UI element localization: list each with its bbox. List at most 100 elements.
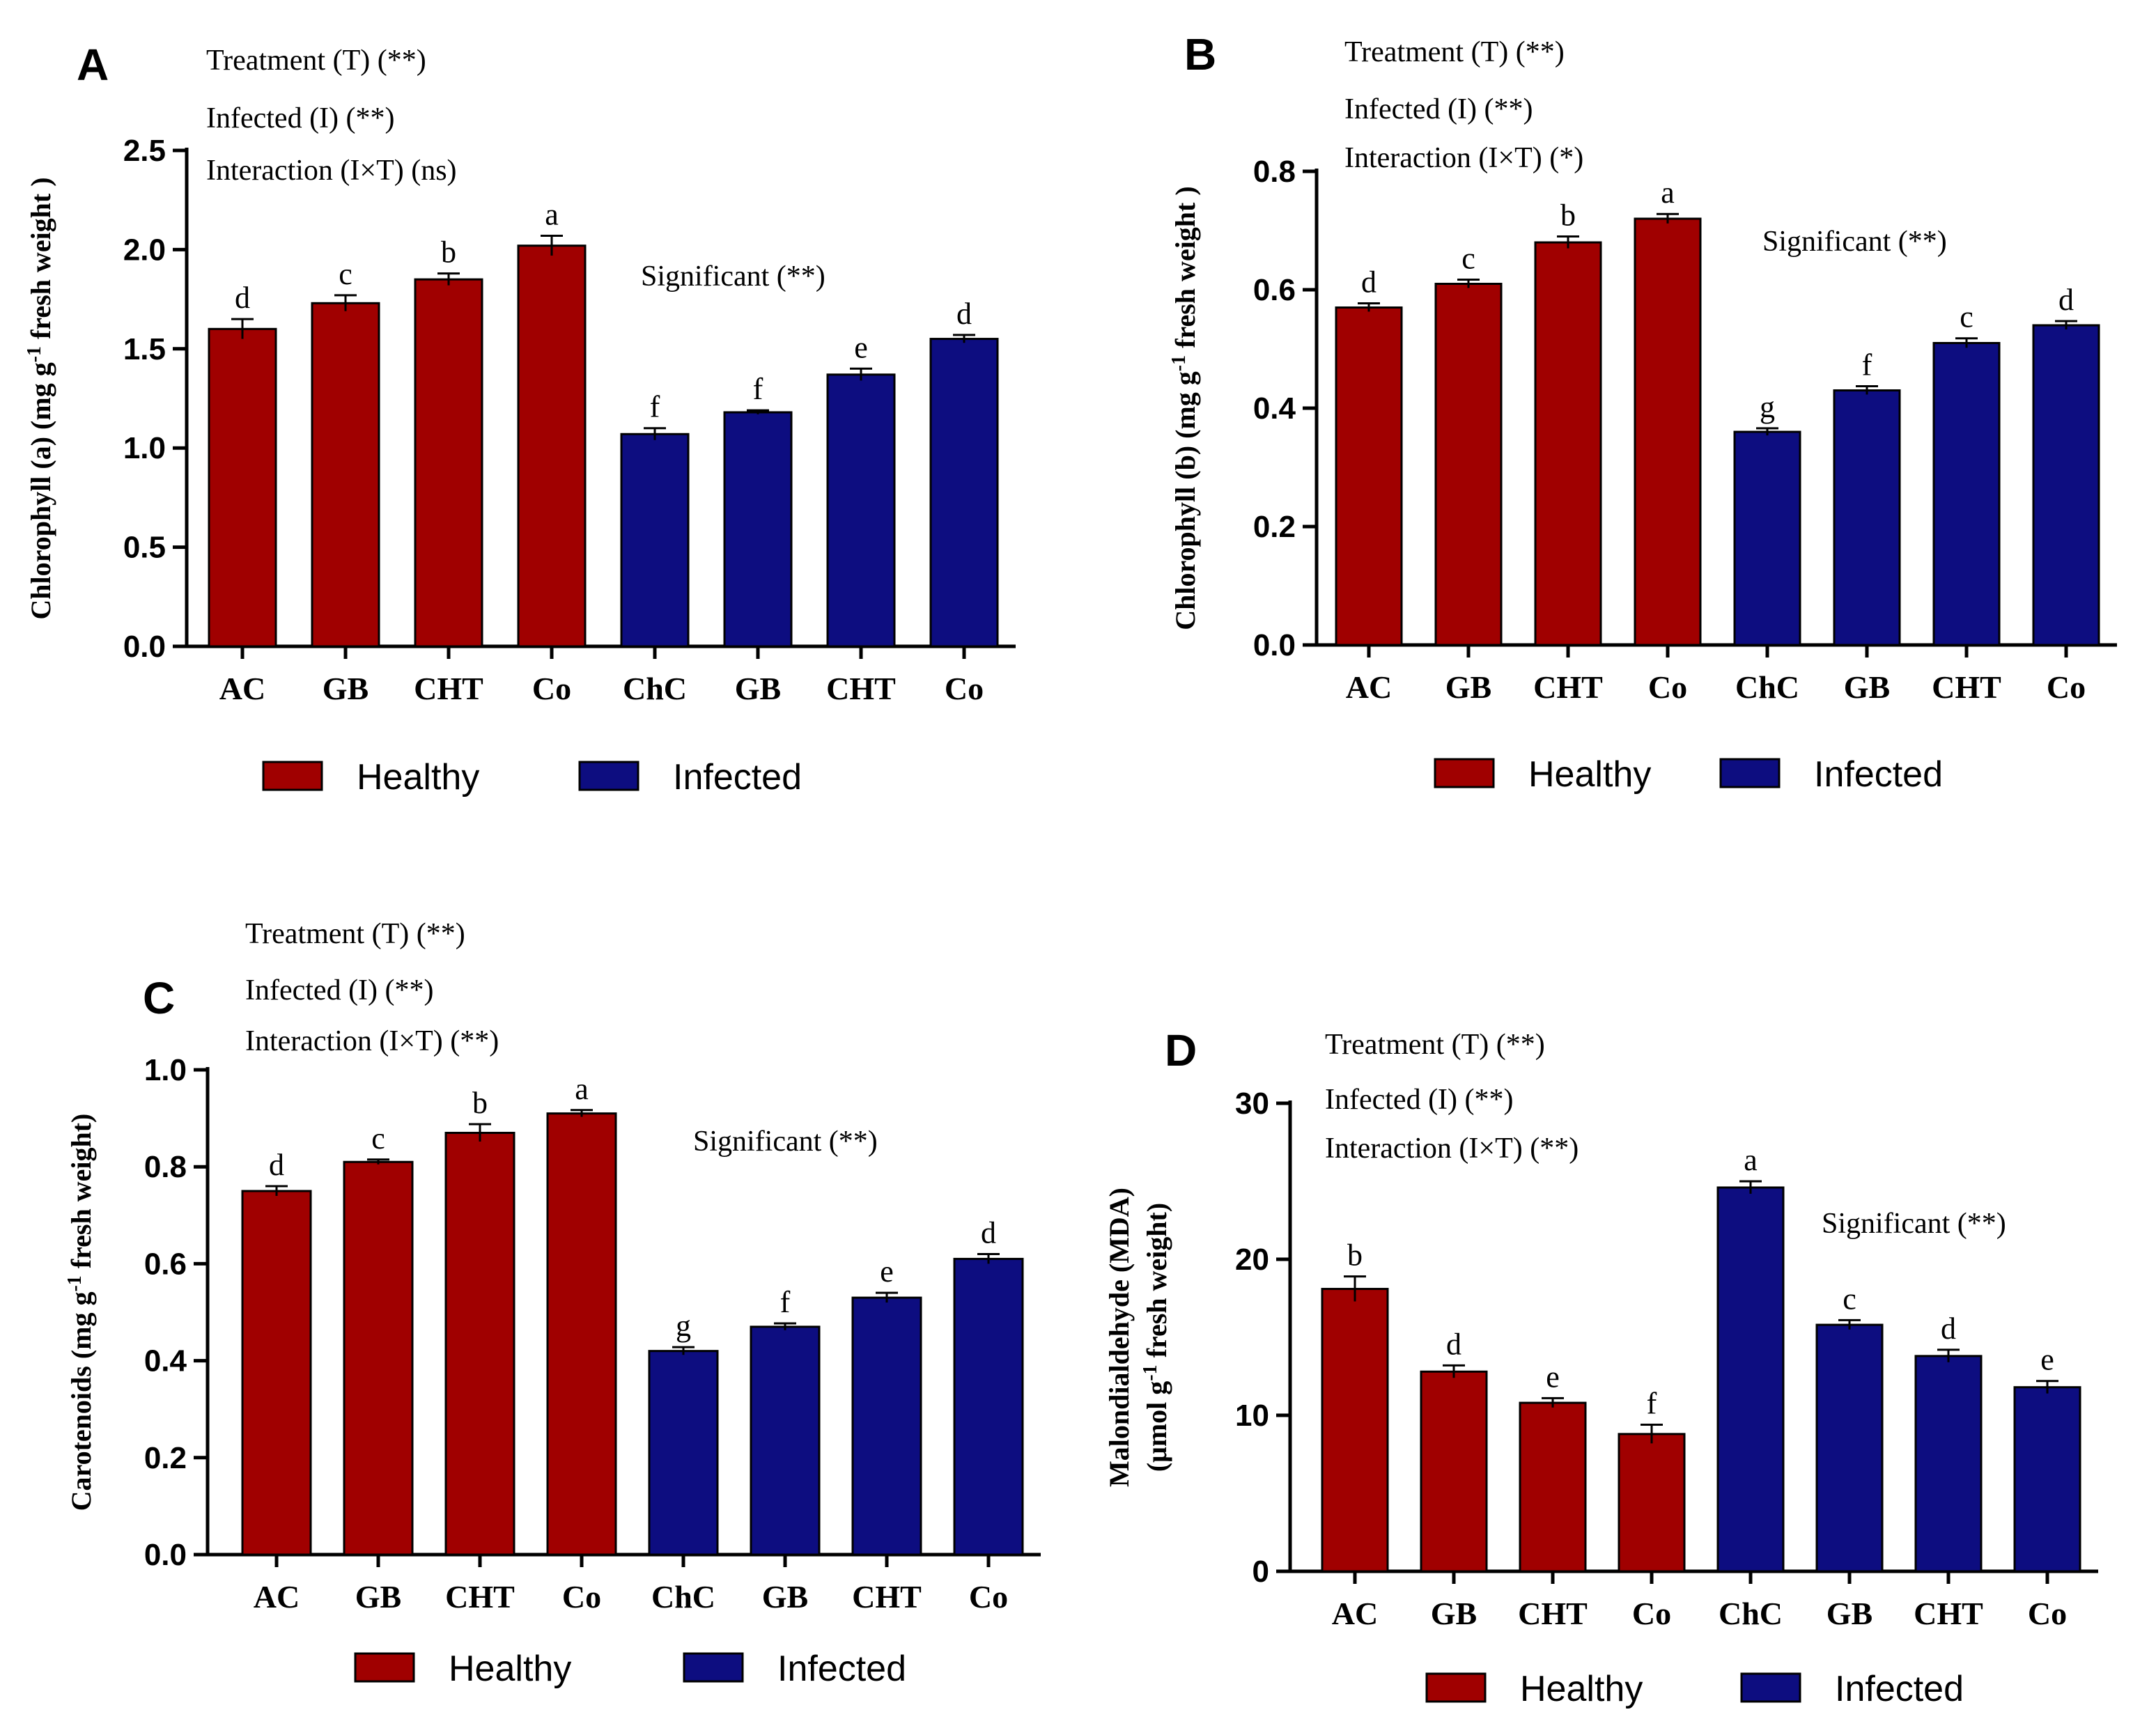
bar-infected[interactable] [1914, 1355, 1983, 1573]
significance-letter: b [1347, 1238, 1363, 1273]
y-axis-title-main: Chlorophyll (b) (mg g [1170, 371, 1201, 630]
y-tick-label: 0.0 [1253, 628, 1296, 662]
bar-infected[interactable] [929, 338, 999, 648]
bar-infected[interactable] [620, 433, 690, 648]
significance-letter: b [472, 1086, 488, 1120]
y-tick-label: 0.6 [1253, 273, 1296, 307]
bar-infected[interactable] [1932, 342, 2001, 646]
y-tick-label: 0.8 [1253, 155, 1296, 189]
y-tick-label: 10 [1235, 1399, 1269, 1433]
legend-label-healthy: Healthy [449, 1649, 571, 1689]
y-axis-title-rest: fresh weight) [1141, 1203, 1172, 1365]
significance-letter: d [2058, 283, 2074, 317]
bar-healthy[interactable] [1434, 283, 1503, 646]
stat-annotation: Treatment (T) (**) [1344, 36, 1565, 68]
panel-letter: A [77, 40, 109, 90]
bar-healthy[interactable] [1321, 1288, 1389, 1573]
x-tick-label: GB [323, 671, 369, 706]
x-tick-label: Co [2047, 669, 2086, 705]
significance-letter: f [650, 390, 660, 424]
stat-annotation: Infected (I) (**) [1344, 93, 1533, 125]
significance-letter: b [1560, 199, 1576, 233]
stat-annotation: Interaction (I×T) (ns) [206, 155, 457, 187]
y-axis-title-sup: -1 [24, 346, 45, 362]
y-tick-label: 2.5 [123, 134, 166, 168]
x-tick-label: Co [1648, 669, 1687, 705]
legend-label-healthy: Healthy [357, 757, 479, 798]
significance-letter: b [441, 235, 456, 270]
x-tick-label: GB [1827, 1596, 1872, 1631]
significance-letter: d [269, 1148, 284, 1182]
significance-letter: a [545, 197, 559, 231]
x-tick-label: CHT [1932, 669, 2001, 705]
panel-a: A Treatment (T) (**) Infected (I) (**) Inte… [24, 40, 1016, 798]
bar-infected[interactable] [2013, 1386, 2081, 1573]
y-tick-label: 1.5 [123, 332, 166, 366]
y-tick-label: 0.6 [144, 1247, 187, 1281]
y-tick-label: 0.2 [1253, 510, 1296, 544]
significance-letter: d [981, 1215, 996, 1250]
significance-letter: a [1661, 176, 1675, 210]
bar-healthy[interactable] [444, 1131, 515, 1556]
bar-healthy[interactable] [1618, 1433, 1686, 1573]
bar-healthy[interactable] [208, 327, 277, 648]
x-tick-label: Co [945, 671, 984, 706]
bar-healthy[interactable] [343, 1160, 414, 1556]
bar-infected[interactable] [750, 1325, 821, 1556]
bar-healthy[interactable] [241, 1190, 312, 1556]
significance-annotation: Significant (**) [693, 1126, 878, 1158]
bar-infected[interactable] [826, 373, 896, 648]
bar-healthy[interactable] [1335, 306, 1403, 646]
stat-annotation: Interaction (I×T) (**) [1325, 1133, 1579, 1165]
y-axis-title-sup: -1 [64, 1275, 86, 1291]
bar-infected[interactable] [1716, 1186, 1785, 1573]
bar-healthy[interactable] [414, 278, 483, 648]
stat-annotation: Treatment (T) (**) [206, 45, 426, 77]
significance-letter: c [339, 257, 352, 291]
legend-swatch-infected [1719, 758, 1781, 788]
stat-annotation: Treatment (T) (**) [1325, 1029, 1545, 1061]
bar-healthy[interactable] [1420, 1370, 1488, 1573]
y-axis-title-rest: fresh weight ) [25, 177, 56, 346]
bar-infected[interactable] [953, 1257, 1024, 1556]
bar-infected[interactable] [2032, 324, 2100, 646]
stat-annotation: Infected (I) (**) [1325, 1084, 1514, 1116]
bar-infected[interactable] [1833, 389, 1901, 646]
bar-healthy[interactable] [1519, 1401, 1587, 1573]
y-axis-title-sup: -1 [1140, 1364, 1161, 1380]
bar-infected[interactable] [1733, 430, 1801, 646]
significance-letter: f [753, 372, 763, 406]
y-tick-label: 30 [1235, 1087, 1269, 1121]
y-tick-label: 0.0 [123, 630, 166, 664]
x-tick-label: AC [219, 671, 265, 706]
y-tick-label: 0.8 [144, 1150, 187, 1184]
bar-healthy[interactable] [1634, 217, 1702, 646]
significance-letter: f [1862, 348, 1872, 382]
stat-annotation: Infected (I) (**) [206, 102, 395, 134]
x-tick-label: Co [969, 1579, 1008, 1615]
x-tick-label: AC [1346, 669, 1392, 705]
y-axis-title: Chlorophyll (b) (mg g-1 fresh weight ) [1168, 186, 1201, 630]
significance-letter: g [676, 1309, 691, 1343]
legend-label-healthy: Healthy [1520, 1669, 1643, 1709]
bar-infected[interactable] [851, 1296, 922, 1556]
bar-healthy[interactable] [517, 244, 587, 648]
y-tick-label: 0.2 [144, 1441, 187, 1475]
bar-healthy[interactable] [311, 302, 380, 648]
x-tick-label: GB [1445, 669, 1491, 705]
bar-infected[interactable] [723, 411, 793, 648]
bar-healthy[interactable] [1534, 241, 1602, 646]
significance-letter: f [780, 1285, 791, 1319]
bar-healthy[interactable] [546, 1112, 617, 1556]
legend-swatch-healthy [262, 761, 323, 791]
significance-letter: d [1446, 1327, 1461, 1361]
legend: Healthy Infected [354, 1649, 906, 1689]
significance-letter: e [1546, 1360, 1560, 1394]
bar-infected[interactable] [1815, 1323, 1884, 1573]
x-tick-label: CHT [414, 671, 483, 706]
bar-infected[interactable] [648, 1350, 719, 1556]
significance-letter: c [1960, 300, 1973, 334]
legend-swatch-healthy [354, 1652, 415, 1683]
significance-letter: d [956, 297, 972, 331]
significance-letter: e [854, 330, 868, 364]
